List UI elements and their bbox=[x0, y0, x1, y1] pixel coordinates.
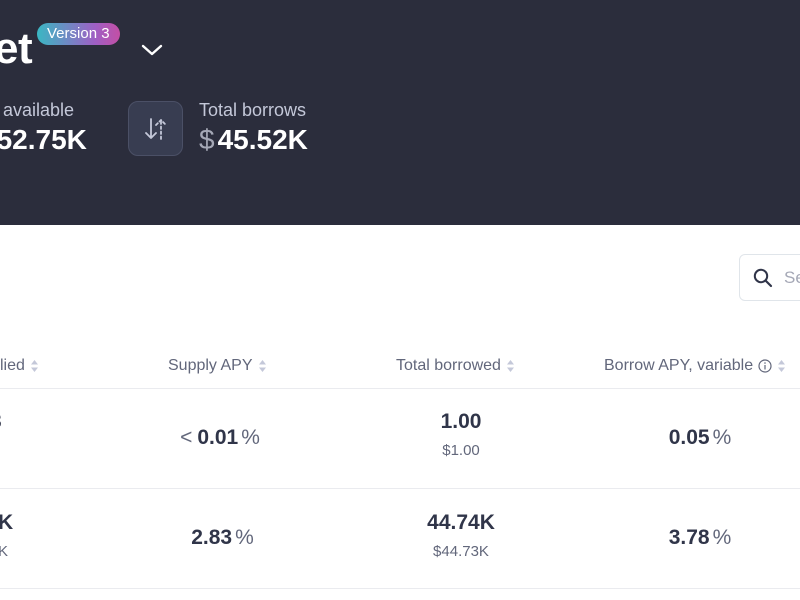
table-divider bbox=[0, 488, 800, 489]
total-available-value: $52.75K bbox=[0, 124, 87, 155]
supply-apy-cell: 2.83% bbox=[191, 526, 254, 549]
sort-icon bbox=[778, 360, 786, 372]
supplied-cell: 3 7 bbox=[0, 410, 2, 459]
column-header-borrow-apy[interactable]: Borrow APY, variable bbox=[604, 357, 786, 375]
column-header-supply-apy[interactable]: Supply APY bbox=[168, 357, 267, 375]
chevron-down-icon[interactable] bbox=[140, 38, 164, 62]
total-borrows-value: $45.52K bbox=[199, 124, 308, 155]
borrows-icon-box bbox=[128, 101, 183, 156]
total-borrowed-cell: 1.00 $1.00 bbox=[440, 410, 482, 459]
sort-icon bbox=[30, 360, 38, 372]
column-header-supplied[interactable]: lied bbox=[0, 357, 39, 375]
total-borrowed-cell: 44.74K $44.73K bbox=[427, 511, 495, 560]
total-borrows-label: Total borrows bbox=[199, 100, 307, 120]
sort-icon bbox=[506, 360, 514, 372]
total-available-label: available bbox=[3, 100, 75, 120]
supplied-cell: K K bbox=[0, 511, 14, 560]
info-icon[interactable] bbox=[758, 359, 772, 373]
supply-apy-cell: <0.01% bbox=[180, 426, 260, 449]
swap-arrows-icon bbox=[144, 117, 167, 140]
sort-icon bbox=[258, 360, 266, 372]
search-placeholder: Se bbox=[784, 268, 800, 287]
borrow-apy-cell: 0.05% bbox=[668, 426, 732, 449]
table-divider bbox=[0, 388, 800, 389]
search-input[interactable]: Se bbox=[739, 254, 800, 301]
version-badge: Version 3 bbox=[37, 23, 120, 45]
table-divider bbox=[0, 588, 800, 589]
search-icon bbox=[753, 268, 773, 288]
market-header: et Version 3 available $52.75K Total bor… bbox=[0, 0, 800, 225]
borrow-apy-cell: 3.78% bbox=[668, 526, 732, 549]
column-header-total-borrowed[interactable]: Total borrowed bbox=[396, 357, 515, 375]
market-title: et bbox=[0, 24, 33, 73]
